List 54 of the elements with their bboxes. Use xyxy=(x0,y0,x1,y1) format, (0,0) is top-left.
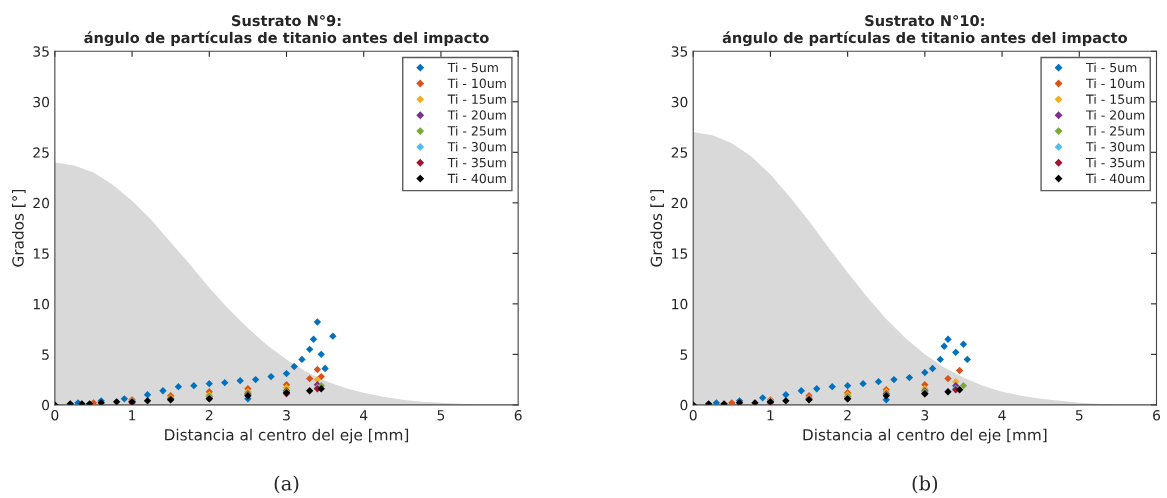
y-tick-label: 5 xyxy=(42,349,49,360)
x-tick-label: 4 xyxy=(359,410,368,421)
legend-label: Ti - 5um xyxy=(1086,62,1137,73)
legend-label: Ti - 10um xyxy=(1086,78,1145,89)
y-tick-label: 25 xyxy=(33,147,49,158)
legend-label: Ti - 20um xyxy=(447,110,506,120)
x-tick-label: 4 xyxy=(998,410,1006,421)
y-tick-label: 25 xyxy=(671,147,688,158)
y-tick-label: 35 xyxy=(33,46,49,57)
x-tick-label: 1 xyxy=(767,410,774,421)
x-tick-label: 1 xyxy=(129,410,136,421)
y-tick-label: 15 xyxy=(33,248,49,259)
text: (a) xyxy=(274,475,299,494)
text: (b) xyxy=(912,475,938,494)
x-tick-label: 2 xyxy=(844,409,851,421)
y-tick-label: 20 xyxy=(33,197,50,209)
x-tick-label: 5 xyxy=(1075,410,1083,421)
legend-label: Ti - 30um xyxy=(1086,141,1145,152)
x-tick-label: 0 xyxy=(689,409,697,421)
legend-label: Ti - 40um xyxy=(447,173,506,184)
legend-label: Ti - 15um xyxy=(1086,94,1145,104)
legend-label: Ti - 15um xyxy=(447,94,506,104)
x-tick-label: 6 xyxy=(1153,409,1161,421)
x-axis-title: Distancia al centro del eje [mm] xyxy=(165,428,409,444)
y-tick-label: 10 xyxy=(672,298,688,310)
y-axis-title: Grados [°] xyxy=(650,189,664,267)
x-tick-label: 5 xyxy=(437,410,445,421)
legend-label: Ti - 5um xyxy=(447,62,498,73)
y-axis-title: Grados [°] xyxy=(11,189,26,267)
x-tick-label: 6 xyxy=(514,409,522,421)
y-tick-label: 15 xyxy=(672,248,688,259)
x-tick-label: 3 xyxy=(283,409,290,421)
legend-label: Ti - 35um xyxy=(447,157,506,168)
legend-label: Ti - 25um xyxy=(1086,125,1145,136)
legend-label: Ti - 40um xyxy=(1086,173,1145,184)
chart-title: Sustrato N°10: ángulo de partículas de titanio antes del impacto xyxy=(722,15,1128,47)
y-tick-label: 10 xyxy=(33,298,50,310)
y-tick-label: 0 xyxy=(680,399,688,411)
legend-label: Ti - 10um xyxy=(447,78,506,89)
legend-label: Ti - 25um xyxy=(447,125,506,136)
y-tick-label: 5 xyxy=(680,349,688,360)
y-tick-label: 30 xyxy=(33,96,50,108)
x-axis-title: Distancia al centro del eje [mm] xyxy=(803,428,1047,444)
legend-label: Ti - 20um xyxy=(1086,110,1145,120)
y-tick-label: 0 xyxy=(42,399,50,411)
legend-label: Ti - 35um xyxy=(1086,157,1145,168)
chart-title: Sustrato N°9: ángulo de partículas de titanio antes del impacto xyxy=(84,15,489,47)
x-tick-label: 0 xyxy=(51,409,59,421)
y-tick-label: 30 xyxy=(671,96,688,108)
x-tick-label: 3 xyxy=(921,409,929,421)
legend-label: Ti - 30um xyxy=(447,141,506,152)
y-tick-label: 20 xyxy=(671,197,688,209)
x-tick-label: 2 xyxy=(205,409,213,421)
y-tick-label: 35 xyxy=(671,46,688,57)
